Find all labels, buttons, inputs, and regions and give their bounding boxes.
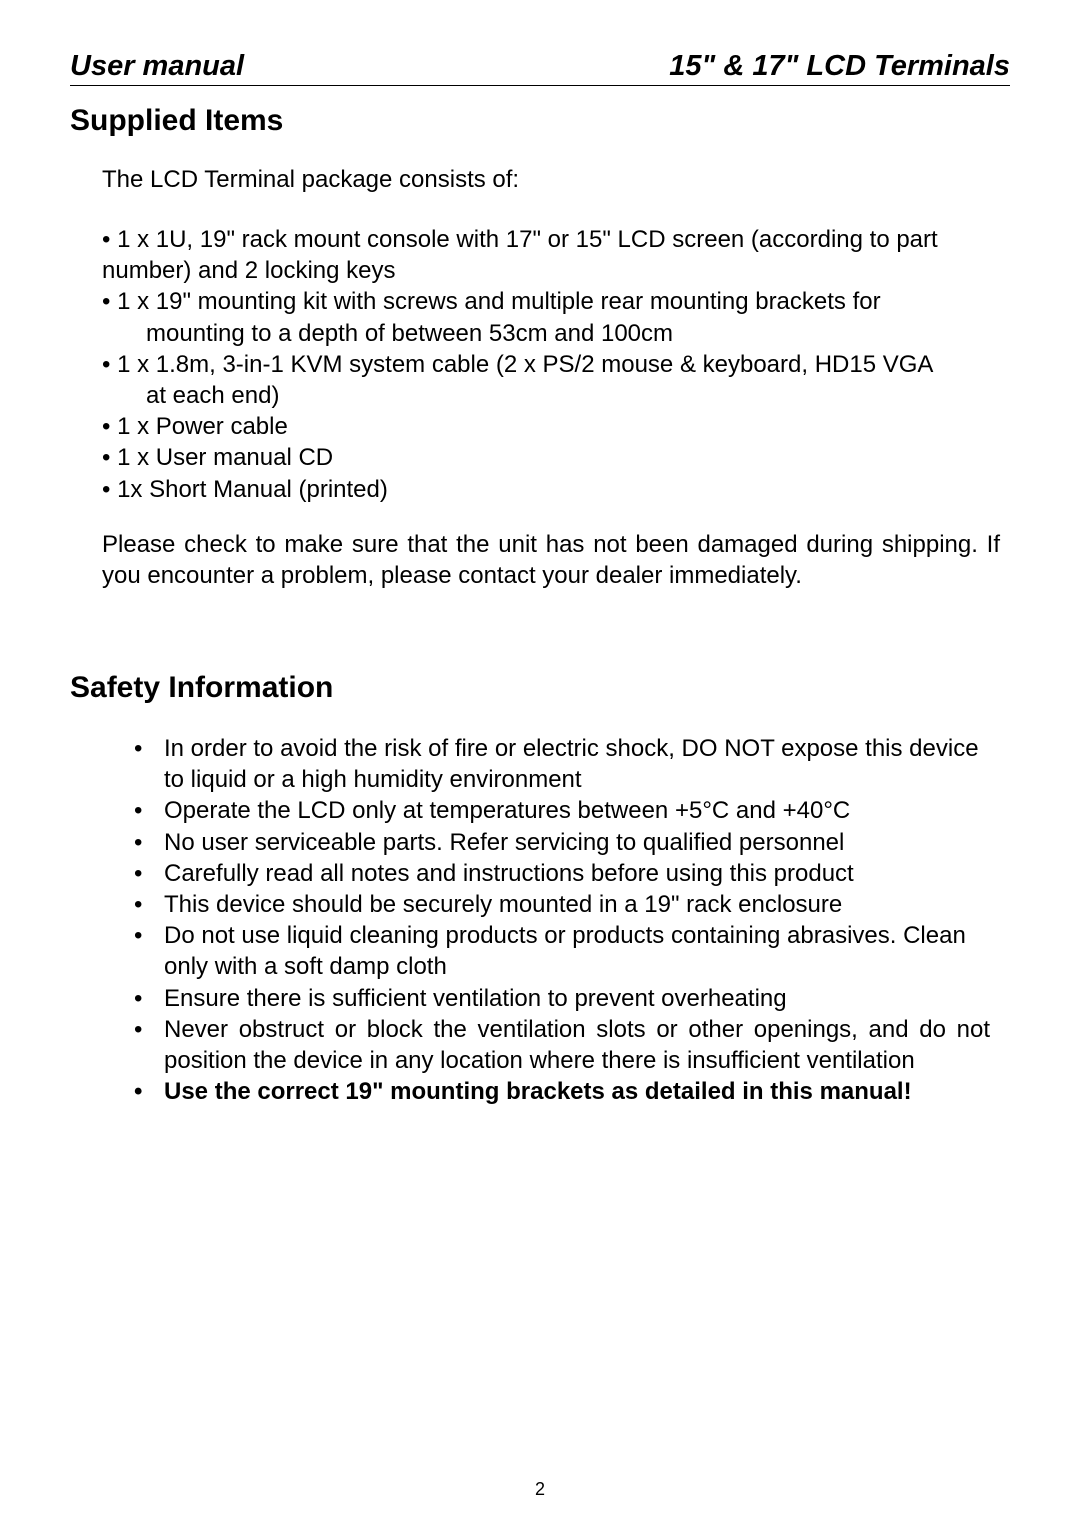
list-item: • 1 x 1U, 19" rack mount console with 17… — [102, 224, 1010, 255]
bullet-icon: • — [134, 827, 164, 858]
shipping-check-note: Please check to make sure that the unit … — [102, 529, 1000, 591]
supplied-items-list: • 1 x 1U, 19" rack mount console with 17… — [102, 224, 1010, 505]
list-item-cont: number) and 2 locking keys — [102, 255, 1010, 286]
list-item-cont: at each end) — [102, 380, 1010, 411]
bullet-icon: • — [134, 795, 164, 826]
list-item: • 1 x 19" mounting kit with screws and m… — [102, 286, 1010, 317]
header-right: 15" & 17" LCD Terminals — [669, 50, 1010, 83]
bullet-icon: • — [134, 983, 164, 1014]
list-item: • 1 x User manual CD — [102, 442, 1010, 473]
section-title-safety: Safety Information — [70, 671, 1010, 705]
list-item-text: No user serviceable parts. Refer servici… — [164, 827, 990, 858]
bullet-icon: • — [134, 733, 164, 795]
safety-list: • In order to avoid the risk of fire or … — [134, 733, 990, 1107]
list-item-cont: mounting to a depth of between 53cm and … — [102, 318, 1010, 349]
supplied-intro: The LCD Terminal package consists of: — [102, 166, 1010, 194]
list-item: • This device should be securely mounted… — [134, 889, 990, 920]
page-header: User manual 15" & 17" LCD Terminals — [70, 50, 1010, 86]
list-item-text: This device should be securely mounted i… — [164, 889, 990, 920]
list-item: • No user serviceable parts. Refer servi… — [134, 827, 990, 858]
list-item: • Do not use liquid cleaning products or… — [134, 920, 990, 982]
list-item-text: Do not use liquid cleaning products or p… — [164, 920, 990, 982]
bullet-icon: • — [134, 1014, 164, 1076]
header-left: User manual — [70, 50, 244, 83]
list-item: • Carefully read all notes and instructi… — [134, 858, 990, 889]
list-item-text: Use the correct 19" mounting brackets as… — [164, 1076, 990, 1107]
bullet-icon: • — [134, 920, 164, 982]
list-item-text: Carefully read all notes and instruction… — [164, 858, 990, 889]
list-item-text: Operate the LCD only at temperatures bet… — [164, 795, 990, 826]
list-item-text: In order to avoid the risk of fire or el… — [164, 733, 990, 795]
list-item: • Ensure there is sufficient ventilation… — [134, 983, 990, 1014]
list-item: • Never obstruct or block the ventilatio… — [134, 1014, 990, 1076]
list-item-text: Never obstruct or block the ventilation … — [164, 1014, 990, 1076]
list-item: • 1 x 1.8m, 3-in-1 KVM system cable (2 x… — [102, 349, 1010, 380]
list-item: • 1x Short Manual (printed) — [102, 474, 1010, 505]
page-number: 2 — [535, 1479, 545, 1500]
list-item: • Operate the LCD only at temperatures b… — [134, 795, 990, 826]
bullet-icon: • — [134, 858, 164, 889]
list-item: • In order to avoid the risk of fire or … — [134, 733, 990, 795]
bullet-icon: • — [134, 889, 164, 920]
section-title-supplied: Supplied Items — [70, 104, 1010, 138]
list-item: • 1 x Power cable — [102, 411, 1010, 442]
list-item-text: Ensure there is sufficient ventilation t… — [164, 983, 990, 1014]
bullet-icon: • — [134, 1076, 164, 1107]
list-item: • Use the correct 19" mounting brackets … — [134, 1076, 990, 1107]
